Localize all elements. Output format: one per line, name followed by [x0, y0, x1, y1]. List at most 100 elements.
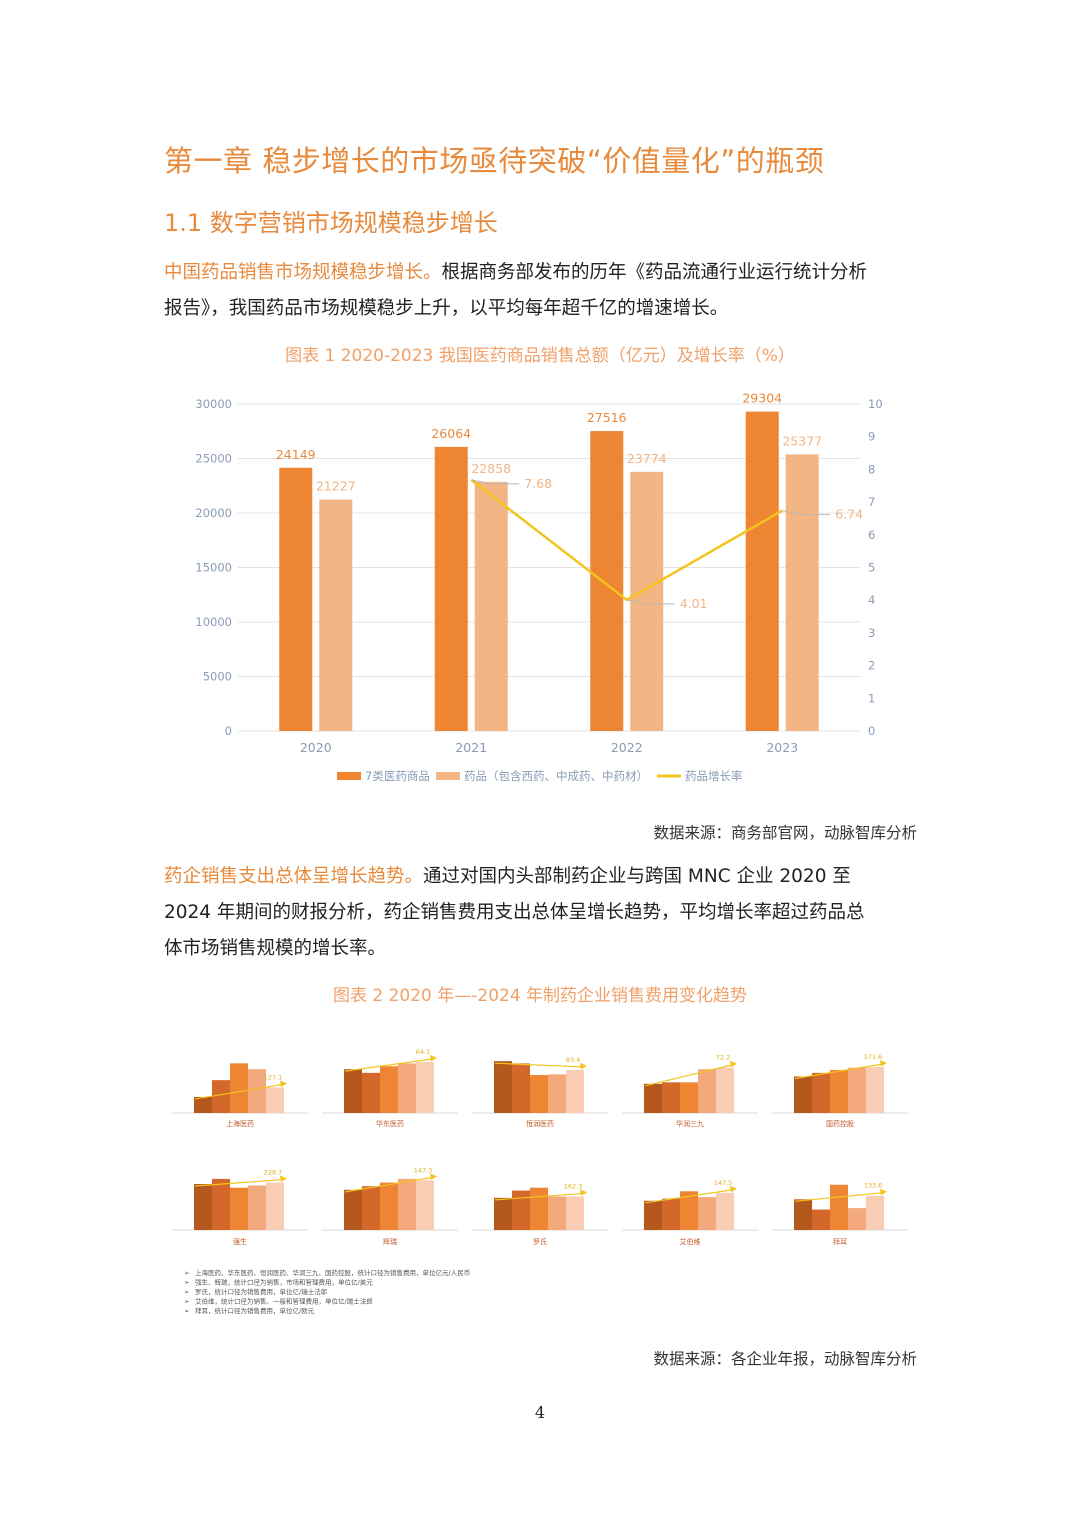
mini-bar [812, 1072, 830, 1113]
mini-bar [680, 1191, 698, 1230]
mini-bar [398, 1063, 416, 1113]
line-data-label: 7.68 [524, 476, 552, 491]
note-text: 罗氏，统计口径为销售费用，单位亿/瑞士法郎 [195, 1287, 328, 1296]
mini-bar [494, 1061, 512, 1113]
panel-value-label: 72.2 [716, 1054, 730, 1062]
mini-bar [344, 1189, 362, 1230]
note-text: 强生、辉瑞，统计口径为销售，市场和管理费用，单位亿/美元 [195, 1278, 373, 1287]
data-label: 26064 [431, 426, 471, 441]
company-panel: 83.4 恒润医药 [472, 1056, 608, 1128]
mini-bar [812, 1209, 830, 1230]
mini-bar [662, 1082, 680, 1113]
data-label: 23774 [627, 451, 667, 466]
company-panel: 228.7 强生 [172, 1169, 308, 1246]
para2-line1: 通过对国内头部制药企业与跨国 MNC 企业 2020 至 [423, 866, 851, 887]
bar [319, 499, 353, 731]
panel-value-label: 228.7 [264, 1169, 283, 1177]
mini-bar [494, 1197, 512, 1230]
panel-value-label: 83.4 [566, 1056, 580, 1064]
trend-arrowhead [730, 1185, 737, 1193]
mini-bar [566, 1069, 584, 1113]
mini-bar [416, 1180, 434, 1230]
mini-bar [362, 1186, 380, 1230]
panel-value-label: 171.6 [864, 1053, 883, 1061]
x-tick-label: 2021 [455, 740, 487, 755]
note-text: 艾伯维，统计口径为销售、一般和管理费用，单位亿/瑞士法郎 [195, 1297, 373, 1306]
panel-company-name: 艾伯维 [680, 1237, 701, 1246]
data-label: 21227 [316, 479, 356, 494]
figure-1-caption: 图表 1 2020-2023 我国医药商品销售总额（亿元）及增长率（%） [285, 346, 795, 366]
panel-value-label: 127.1 [264, 1073, 283, 1081]
y-tick-label: 10000 [195, 615, 232, 629]
panel-value-label: 162.3 [564, 1182, 583, 1190]
y2-tick-label: 7 [868, 495, 875, 509]
leader-line [782, 510, 831, 516]
mini-bar [212, 1178, 230, 1230]
note-text: 上海医药、华东医药、恒润医药、华润三九、国药控股，统计口径为销售费用，单位亿元/… [195, 1268, 470, 1277]
mini-bar [512, 1063, 530, 1113]
y2-tick-label: 2 [868, 659, 875, 673]
y-tick-label: 5000 [203, 670, 232, 684]
x-tick-label: 2023 [766, 740, 798, 755]
mini-bar [716, 1067, 734, 1113]
panel-company-name: 辉瑞 [383, 1237, 397, 1246]
company-panel: 171.6 国药控股 [772, 1053, 908, 1128]
trend-arrow [344, 1176, 434, 1193]
y2-tick-label: 0 [868, 724, 875, 738]
bar [590, 431, 624, 731]
mini-bar [194, 1096, 212, 1113]
trend-arrow [644, 1189, 734, 1204]
trend-arrowhead [430, 1173, 437, 1180]
y2-tick-label: 1 [868, 691, 875, 705]
mini-bar [644, 1083, 662, 1113]
company-panel: 72.2 华润三九 [622, 1054, 758, 1128]
legend-label: 7类医药商品 [365, 769, 430, 783]
bar [745, 411, 779, 731]
legend-label: 药品（包含西药、中成药、中药材） [464, 769, 648, 783]
para1-highlight: 中国药品销售市场规模稳步增长。 [164, 262, 442, 283]
trend-arrow [494, 1192, 584, 1201]
trend-arrow [344, 1058, 434, 1072]
figure-2-source: 数据来源：各企业年报，动脉智库分析 [653, 1350, 917, 1368]
note-bullet: ➢ [184, 1307, 190, 1315]
panel-value-label: 133.6 [864, 1182, 883, 1190]
y2-tick-label: 3 [868, 626, 875, 640]
section-title: 1.1 数字营销市场规模稳步增长 [164, 209, 498, 237]
mini-bar [380, 1182, 398, 1230]
mini-bar [230, 1063, 248, 1113]
y2-tick-label: 8 [868, 462, 875, 476]
y2-tick-label: 4 [868, 593, 875, 607]
trend-arrow [494, 1062, 584, 1068]
trend-arrowhead [580, 1189, 587, 1196]
panel-company-name: 拜耳 [833, 1237, 847, 1246]
trend-arrowhead [880, 1188, 887, 1196]
mini-bar [848, 1208, 866, 1230]
para2-line3: 体市场销售规模的增长率。 [164, 938, 387, 959]
mini-bar [794, 1199, 812, 1230]
data-label: 24149 [276, 447, 316, 462]
para1-line1: 根据商务部发布的历年《药品流通行业运行统计分析 [441, 262, 868, 283]
company-panel: 147.5 艾伯维 [622, 1179, 758, 1246]
trend-arrow [794, 1192, 884, 1202]
mini-bar [680, 1082, 698, 1113]
note-text: 拜耳，统计口径为销售费用，单位亿/欧元 [195, 1306, 315, 1315]
para2-highlight: 药企销售支出总体呈增长趋势。 [164, 866, 424, 887]
mini-bar [212, 1080, 230, 1113]
y2-tick-label: 10 [868, 397, 883, 411]
mini-bar [530, 1187, 548, 1230]
mini-bar [530, 1075, 548, 1113]
company-panel: 162.3 罗氏 [472, 1182, 608, 1246]
mini-bar [230, 1187, 248, 1230]
mini-bar [266, 1087, 284, 1113]
page-number: 4 [534, 1403, 546, 1422]
mini-bar [512, 1190, 530, 1230]
mini-bar [248, 1185, 266, 1230]
mini-bar [566, 1196, 584, 1230]
data-label: 29304 [742, 391, 782, 406]
mini-bar [194, 1184, 212, 1230]
trend-arrowhead [880, 1060, 887, 1067]
trend-arrow [194, 1083, 284, 1100]
paragraph-2: 药企销售支出总体呈增长趋势。通过对国内头部制药企业与跨国 MNC 企业 2020… [164, 859, 924, 967]
trend-arrow [644, 1064, 734, 1087]
panel-value-label: 147.3 [414, 1166, 433, 1174]
